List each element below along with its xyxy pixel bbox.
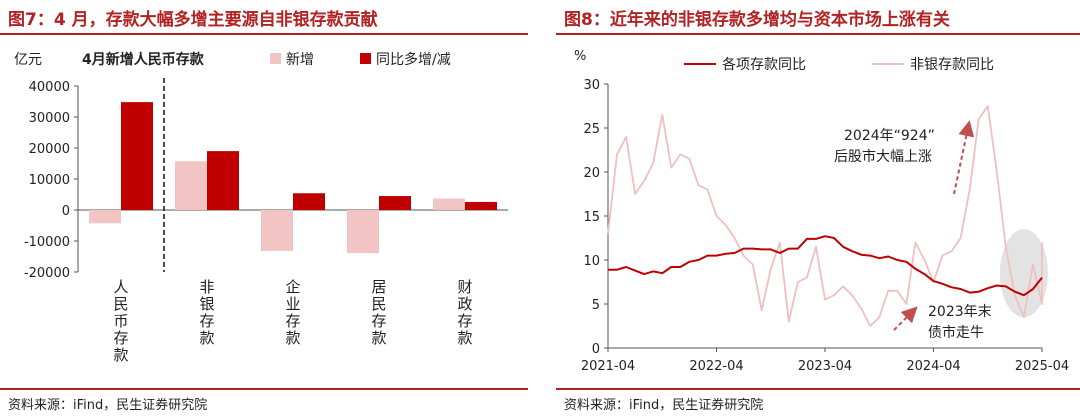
left-source: 资料来源：iFind，民生证券研究院: [8, 398, 208, 413]
legend-swatch-1: [360, 53, 371, 64]
right-source: 资料来源：iFind，民生证券研究院: [564, 398, 764, 413]
y-tick-label-2: 10: [583, 254, 600, 269]
y-tick-label-3: 15: [583, 210, 600, 225]
series-line-1: [607, 105, 1043, 327]
bar-1-2: [293, 193, 325, 210]
x-tick-label-2: 2023-04: [798, 359, 852, 374]
y-tick-label-3: 10000: [29, 173, 70, 188]
legend-label-0: 各项存款同比: [722, 57, 806, 73]
category-label-3: 居民存款: [371, 278, 386, 347]
left-source-rule: [0, 388, 528, 390]
arrow-bond: [893, 306, 918, 331]
y-tick-label-0: -20000: [24, 266, 70, 281]
bar-1-4: [465, 201, 497, 210]
category-label-4: 财政存款: [457, 278, 472, 347]
x-tick-label-0: 2021-04: [581, 359, 635, 374]
section-label: 4月新增人民币存款: [82, 51, 205, 68]
y-tick-label-1: 5: [592, 298, 600, 313]
y-tick-label-4: 20000: [29, 142, 70, 157]
right-chart-title: 图8：近年来的非银存款多增均与资本市场上涨有关: [564, 10, 950, 30]
legend-swatch-0: [270, 53, 281, 64]
y-tick-label-5: 30000: [29, 111, 70, 126]
bar-0-4: [433, 198, 465, 210]
series-line-0: [608, 235, 1043, 297]
right-line-chart: % 各项存款同比 非银存款同比 0 5 10 15 20 25 30 2021-04 2022-04 2…: [574, 49, 1069, 374]
x-tick-label-3: 2024-04: [906, 359, 960, 374]
highlight-ellipse: [999, 229, 1048, 318]
y-tick-label-0: 0: [592, 342, 600, 357]
left-title-rule: [0, 33, 528, 35]
bar-1-3: [379, 196, 411, 210]
right-panel: 图8：近年来的非银存款多增均与资本市场上涨有关 % 各项存款同比 非银存款同比 0 5 1…: [556, 0, 1080, 419]
left-bar-chart: 亿元 4月新增人民币存款 新增 同比多增/减 -20000 -10000 0 10000 200…: [14, 51, 508, 364]
left-panel: 图7：4 月，存款大幅多增主要源自非银存款贡献 亿元 4月新增人民币存款 新增 同比多…: [0, 0, 528, 419]
y-tick-label-5: 25: [583, 122, 600, 137]
y-tick-label-6: 30: [583, 78, 600, 93]
category-label-2: 企业存款: [285, 278, 300, 347]
arrow-924: [953, 120, 975, 195]
legend-label-1: 非银存款同比: [910, 57, 994, 73]
y-tick-label-1: -10000: [24, 235, 70, 250]
x-tick-label-4: 2025-04: [1015, 359, 1069, 374]
y-tick-label-6: 40000: [29, 80, 70, 95]
annotation-924: 2024年“924”后股市大幅上涨: [834, 128, 935, 165]
y-tick-label-2: 0: [62, 204, 70, 219]
bar-0-3: [347, 210, 379, 254]
left-chart-title: 图7：4 月，存款大幅多增主要源自非银存款贡献: [8, 10, 378, 30]
bar-1-1: [207, 151, 239, 210]
bar-0-1: [175, 161, 207, 210]
right-title-rule: [556, 33, 1080, 35]
legend-label-0: 新增: [286, 52, 314, 68]
bar-0-2: [261, 210, 293, 251]
bar-0-0: [89, 210, 121, 224]
category-label-0: 人民币存款: [113, 278, 128, 364]
right-source-rule: [556, 388, 1080, 390]
bar-1-0: [121, 102, 153, 210]
x-tick-label-1: 2022-04: [689, 359, 743, 374]
legend-label-1: 同比多增/减: [376, 51, 451, 68]
y-axis-label: 亿元: [14, 52, 42, 68]
y-tick-label-4: 20: [583, 166, 600, 181]
category-label-1: 非银存款: [199, 278, 214, 347]
y-axis-label: %: [574, 49, 586, 64]
annotation-bond: 2023年末债市走牛: [928, 304, 992, 341]
